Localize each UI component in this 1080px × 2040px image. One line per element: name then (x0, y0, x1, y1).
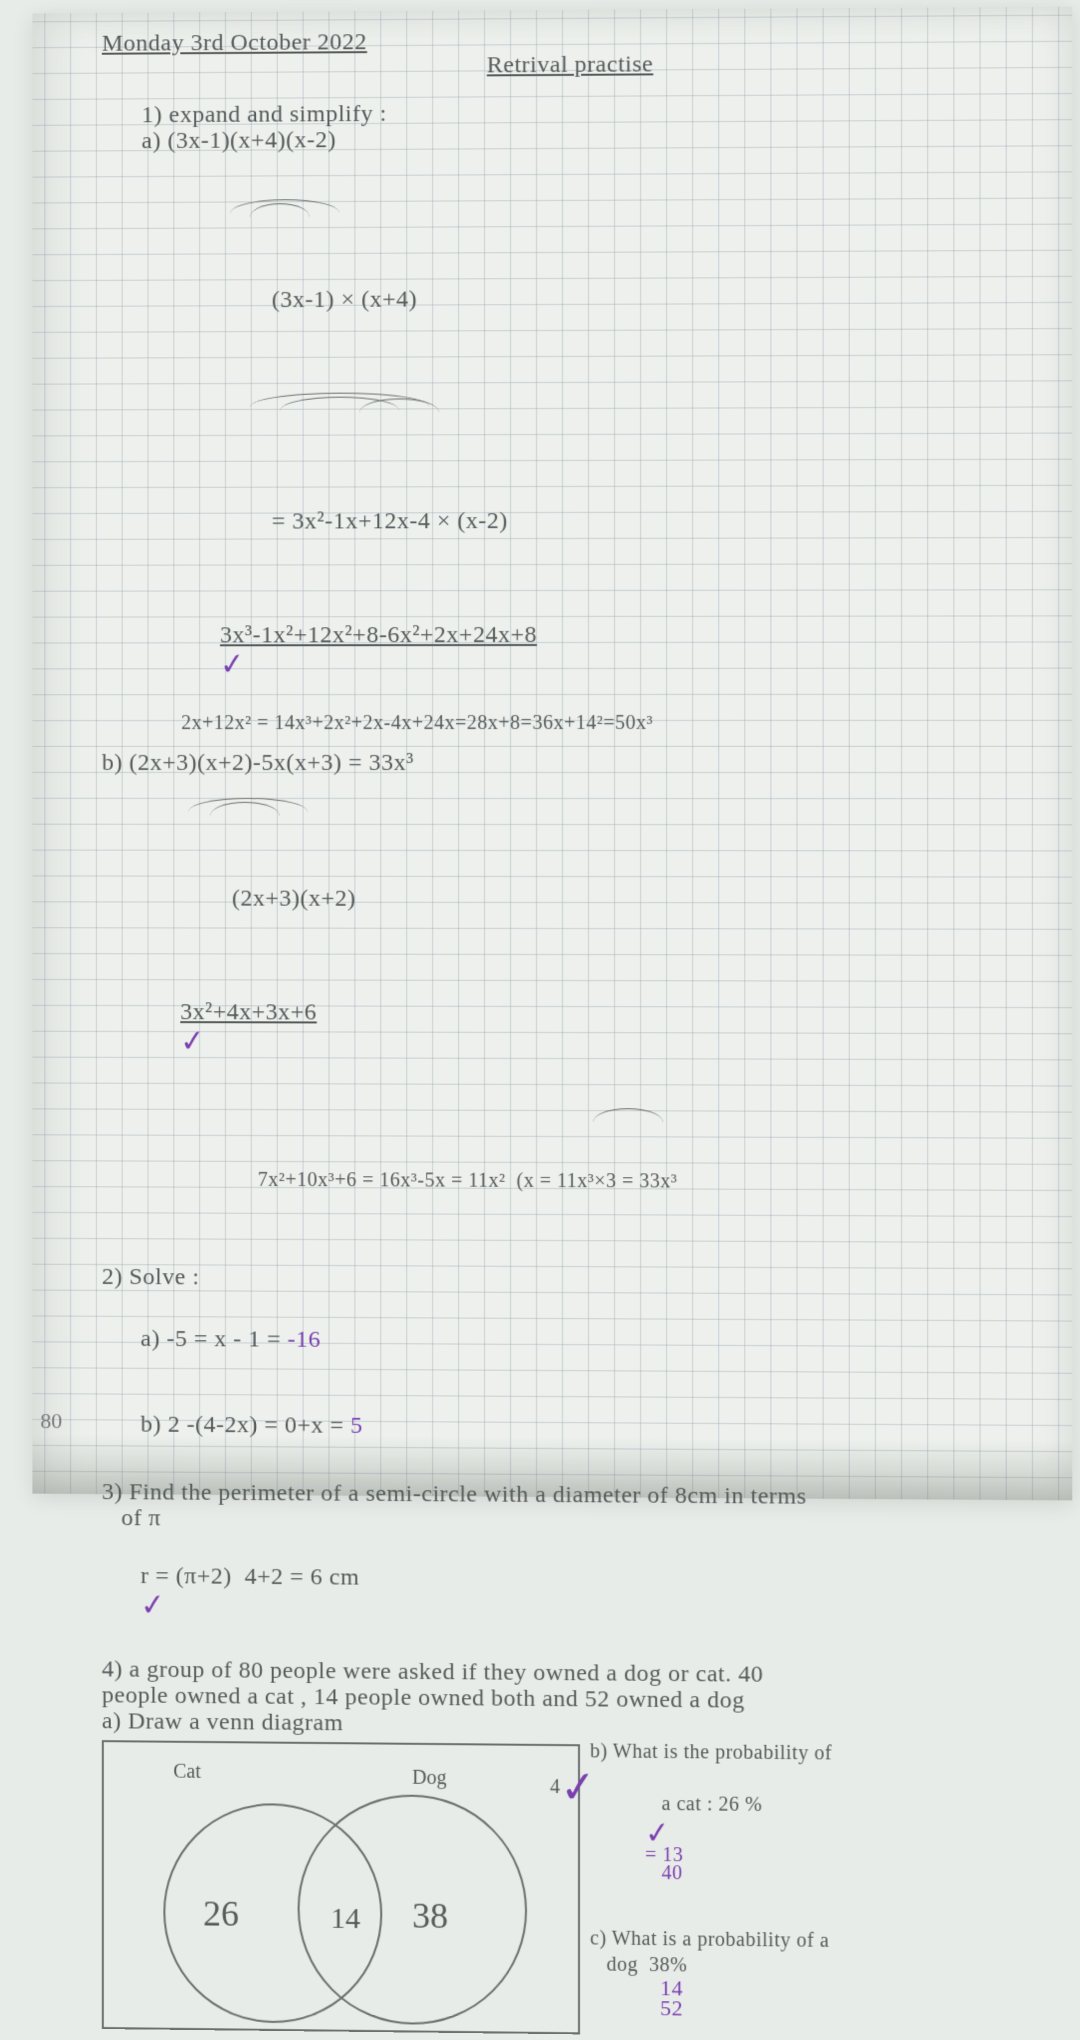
q4b-fraction: = 13 40 (645, 1846, 683, 1882)
q4b-line1: b) What is the probability of (590, 1738, 1042, 1768)
q1b-step2: 3x²+4x+3x+6 ✓ (102, 973, 1042, 1081)
q4-row: Cat Dog 4 26 14 38 ✓ b) What is the prob… (102, 1734, 1042, 2039)
tick-mark-icon: ✓ (139, 1592, 167, 1620)
q1a-step3: 3x³-1x²+12x²+8-6x²+2x+24x+8 ✓ (102, 595, 1042, 702)
q1a-step4: 2x+12x² = 14x³+2x²+2x-4x+24x=28x+8=36x+1… (102, 710, 1042, 736)
venn-left-value: 26 (203, 1893, 239, 1935)
q1b-step3: 7x²+10x³+6 = 16x³-5x = 11x² (x = 11x³×3 … (102, 1089, 1042, 1248)
venn-diagram-box: Cat Dog 4 26 14 38 (102, 1740, 580, 2034)
venn-intersection-value: 14 (330, 1902, 360, 1936)
tick-mark-icon: ✓ (644, 1820, 672, 1848)
foil-arcs-1: (3x-1) × (x+4) (220, 209, 417, 340)
q4b-line2: a cat : 26 % ✓ = 13 40 (590, 1764, 1042, 1912)
foil-arcs-2: = 3x²-1x+12x-4 × (x-2) (220, 404, 508, 560)
q3-work: r = (π+2) 4+2 = 6 cm ✓ (102, 1537, 1042, 1650)
venn-label-cat: Cat (173, 1761, 201, 1784)
tick-mark-icon: ✓ (558, 1761, 599, 1815)
tick-mark-icon: ✓ (179, 1028, 207, 1056)
q4-right-column: ✓ b) What is the probability of a cat : … (590, 1738, 1042, 2022)
q2a-answer: -16 (287, 1327, 320, 1353)
venn-label-dog: Dog (412, 1767, 446, 1790)
q1a-step1: (3x-1) × (x+4) (102, 180, 1042, 366)
handwriting-content: Monday 3rd October 2022 Retrival practis… (32, 7, 1072, 1501)
tick-mark-icon: ✓ (219, 651, 247, 679)
q1b-step1: (2x+3)(x+2) (102, 782, 1042, 965)
q4c-line2: dog 38% (590, 1951, 1042, 1982)
foil-arcs-3: (2x+3)(x+2) (180, 808, 356, 938)
q4c-fraction: 14 52 (590, 1977, 1042, 2022)
notebook-page: Monday 3rd October 2022 Retrival practis… (32, 7, 1072, 1501)
q1b-expression: b) (2x+3)(x+2)-5x(x+3) = 33x³ (102, 750, 1042, 776)
q2a: a) -5 = x - 1 = -16 (102, 1300, 1042, 1383)
q1a-step2: = 3x²-1x+12x-4 × (x-2) (102, 376, 1042, 586)
bottom-shadow (32, 1434, 1072, 1500)
page-number: 80 (40, 1408, 62, 1434)
venn-right-value: 38 (412, 1895, 448, 1937)
